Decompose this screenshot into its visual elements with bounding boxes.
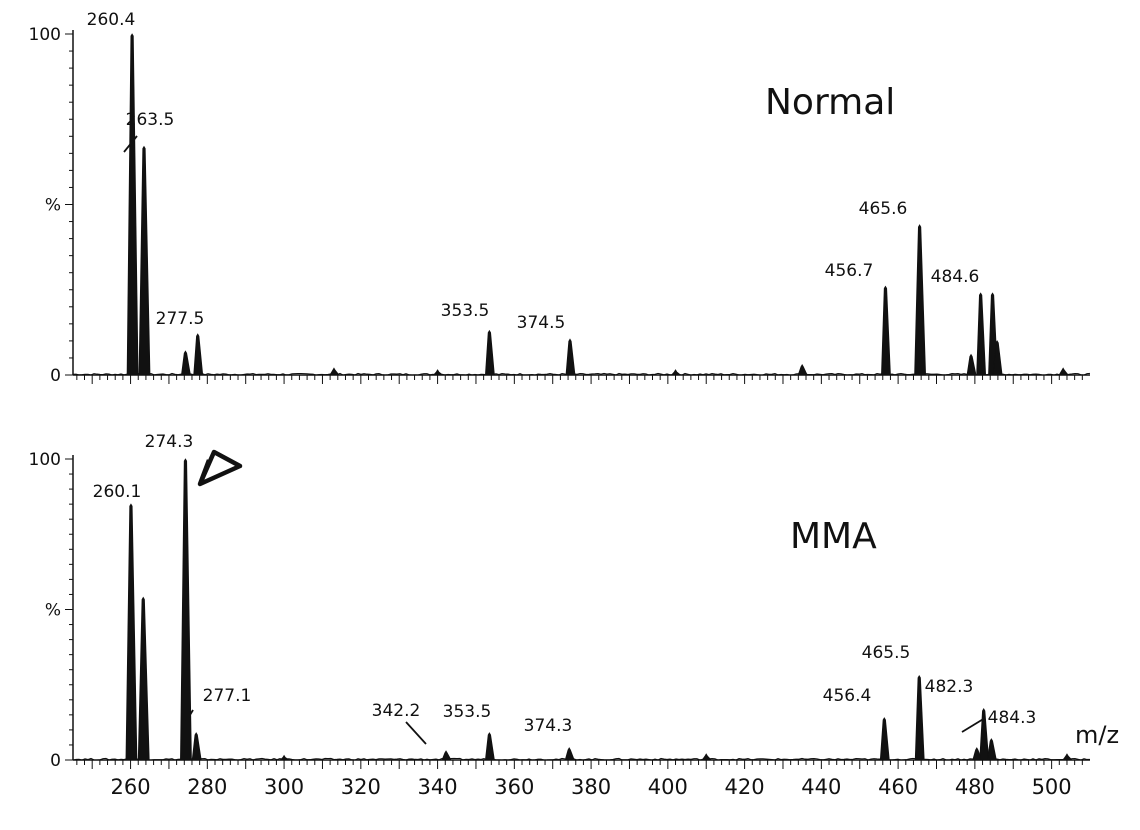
peak-mz-313 [329,367,340,376]
x-tick-label: 440 [801,775,841,799]
peak-mz-274-3 [180,458,192,761]
peak-label-263-5: 263.5 [126,110,175,130]
peak-mz-465-5 [914,674,925,761]
peak-mz-484-3 [986,738,997,761]
peak-mz-277-1 [191,732,202,761]
peak-mz-374-5 [565,338,576,376]
peak-leader-line [123,135,138,153]
x-tick-label: 340 [418,775,458,799]
x-tick-label: 260 [111,775,151,799]
peak-label-456-4: 456.4 [823,686,872,706]
arrowhead-marker [197,449,243,487]
x-tick-label: 480 [955,775,995,799]
peak-leader-line [181,709,194,729]
peak-label-374-5: 374.5 [517,313,566,333]
peak-mz-485-8 [992,340,1003,376]
peak-label-374-3: 374.3 [524,716,573,736]
peak-label-260-1: 260.1 [93,482,142,502]
peak-label-277-5: 277.5 [156,309,205,329]
x-tick-label: 280 [187,775,227,799]
peak-label-484-6: 484.6 [931,267,980,287]
peak-mz-274-3 [180,350,191,376]
peak-mz-402 [670,369,682,376]
peak-label-277-1: 277.1 [203,686,252,706]
peak-leader-line [961,717,986,733]
panel-title: MMA [790,516,877,557]
peak-label-482-3: 482.3 [925,677,974,697]
peak-mz-410 [701,753,713,761]
peak-mz-277-5 [193,333,204,376]
x-axis-label: m/z [1075,721,1119,749]
peak-mz-465-6 [914,224,927,376]
peak-label-353-5: 353.5 [441,301,490,321]
peak-mz-263-5 [138,145,151,376]
x-tick-label: 460 [878,775,918,799]
peak-label-353-5: 353.5 [443,702,492,722]
peak-mz-260-4 [126,33,139,376]
peak-label-274-3: 274.3 [145,432,194,452]
y-tick-label: % [45,196,61,216]
peak-label-260-4: 260.4 [87,10,136,30]
peak-mz-479 [966,353,977,376]
peak-label-456-7: 456.7 [825,261,874,281]
x-tick-label: 320 [341,775,381,799]
x-tick-label: 380 [571,775,611,799]
peak-mz-504 [1062,753,1073,761]
peak-label-342-2: 342.2 [372,701,421,721]
peak-mz-340 [432,369,444,376]
peak-mz-342-2 [441,750,452,761]
x-tick-label: 360 [494,775,534,799]
x-tick-label: 500 [1032,775,1072,799]
panel-mma: 0% 100 260 280 300 320 340 360 380 400 420 440 460 48… [29,432,1091,799]
peak-mz-300 [279,754,291,761]
peak-mz-456-7 [881,285,891,376]
peak-mz-503 [1058,367,1069,376]
panel-title: Normal [765,82,895,123]
peak-mz-435 [797,363,808,376]
peak-mz-260-1 [125,503,138,761]
baseline-noise [72,757,1091,761]
peak-mz-353-5 [484,329,495,376]
peak-mz-456-4 [879,717,890,761]
peak-label-465-5: 465.5 [862,643,911,663]
x-tick-label: 300 [264,775,304,799]
x-tick-label: 420 [725,775,765,799]
panel-normal: 0% 100 260.4 263.5 277.5 353.5 374.5 456.7 465.6… [29,10,1091,386]
y-tick-label: 0 [50,751,61,771]
y-tick-label: % [45,601,61,621]
peak-mz-353-5 [484,732,495,761]
peak-mz-263-3 [137,596,150,761]
peak-label-484-3: 484.3 [988,708,1037,728]
y-tick-label: 100 [29,450,61,470]
peak-mz-374-3 [564,747,575,761]
peak-mz-481-5 [976,292,987,376]
peak-label-465-6: 465.6 [859,199,908,219]
y-tick-label: 100 [29,25,61,45]
y-tick-label: 0 [50,366,61,386]
x-tick-label: 400 [648,775,688,799]
peak-leader-line [405,721,427,745]
